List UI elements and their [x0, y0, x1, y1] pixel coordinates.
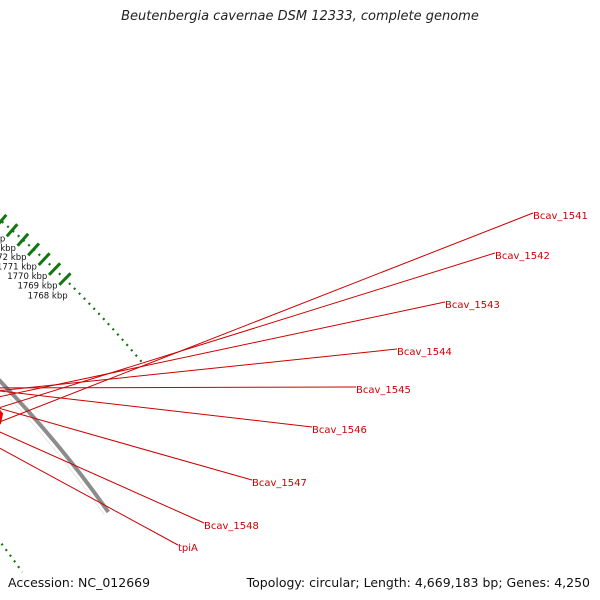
kbp-tick — [37, 252, 51, 267]
gene-label: Bcav_1545 — [356, 385, 411, 396]
kbp-tick — [16, 232, 30, 247]
gene-label: Bcav_1546 — [312, 425, 367, 436]
kbp-tick-label: 1769 kbp — [17, 282, 57, 292]
outer-scale-ring — [0, 218, 144, 364]
kbp-tick — [58, 272, 72, 286]
gene-label-leader — [0, 431, 205, 524]
kbp-tick — [47, 262, 62, 276]
genome-title: Beutenbergia cavernae DSM 12333, complet… — [121, 9, 479, 24]
genome-backbone-inner — [0, 387, 105, 516]
gene-arrow-fwd — [0, 409, 4, 425]
kbp-tick-label: 1773 kbp — [0, 244, 16, 254]
gene-label-leader — [0, 447, 179, 546]
gene-label-leader — [0, 212, 534, 423]
kbp-tick — [5, 223, 19, 238]
genome-summary-text: Topology: circular; Length: 4,669,183 bp… — [246, 575, 590, 590]
gene-label: Bcav_1541 — [533, 211, 588, 222]
gene-label-leader — [0, 301, 446, 398]
gene-label: tpiA — [178, 543, 198, 554]
kbp-tick — [27, 242, 41, 257]
gene-label-leader — [0, 348, 398, 392]
gene-label-leader — [0, 408, 253, 481]
gene-label: Bcav_1547 — [252, 478, 307, 489]
kbp-tick-label: 1770 kbp — [7, 272, 47, 282]
gene-label-leader — [0, 386, 357, 389]
accession-text: Accession: NC_012669 — [8, 575, 151, 590]
kbp-tick-label: 1772 kbp — [0, 253, 26, 263]
kbp-tick-label: 1774 kbp — [0, 235, 5, 245]
kbp-tick-label: 1771 kbp — [0, 262, 37, 272]
gene-label-leader — [0, 252, 496, 409]
gene-label: Bcav_1544 — [397, 347, 452, 358]
gene-label-leader — [0, 390, 313, 428]
kbp-tick — [0, 213, 8, 225]
genome-backbone — [0, 378, 110, 514]
kbp-tick-label: 1768 kbp — [28, 291, 68, 301]
gene-label: Bcav_1542 — [495, 251, 550, 262]
gene-label: Bcav_1543 — [445, 300, 500, 311]
gene-label: Bcav_1548 — [204, 521, 259, 532]
